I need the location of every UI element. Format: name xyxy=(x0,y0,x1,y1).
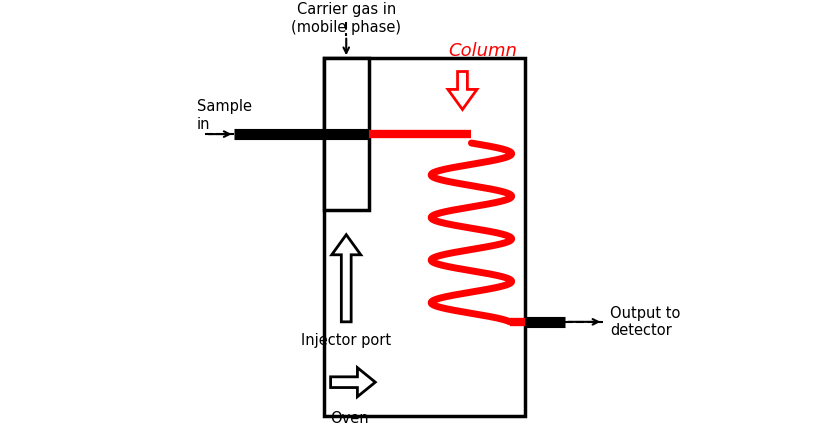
Text: Injector port: Injector port xyxy=(302,333,391,348)
FancyArrow shape xyxy=(332,235,360,322)
Bar xyxy=(324,58,369,210)
Text: Sample
in: Sample in xyxy=(197,100,251,132)
FancyArrow shape xyxy=(448,72,477,110)
Text: Output to
detector: Output to detector xyxy=(610,306,680,338)
Text: Carrier gas in
(mobile phase): Carrier gas in (mobile phase) xyxy=(291,2,402,34)
Bar xyxy=(324,58,525,416)
FancyArrow shape xyxy=(331,367,375,397)
Text: Column: Column xyxy=(449,42,517,60)
Text: Oven: Oven xyxy=(331,411,370,426)
